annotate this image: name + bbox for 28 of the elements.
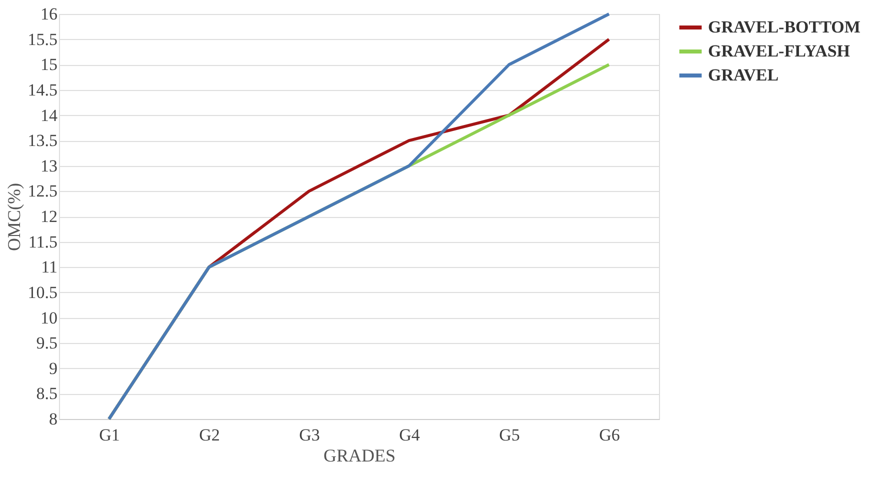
y-tick-label: 16 <box>40 4 58 24</box>
y-tick-label: 9 <box>49 358 58 378</box>
y-tick-label: 12 <box>40 207 58 226</box>
y-axis-title: OMC(%) <box>4 183 24 251</box>
y-tick-label: 9.5 <box>36 334 58 353</box>
y-tick-label: 8.5 <box>36 384 58 404</box>
y-tick-label: 14.5 <box>28 80 58 100</box>
y-tick-label: 8 <box>49 410 58 428</box>
y-tick-label: 13.5 <box>28 131 58 150</box>
y-tick-label: 15.5 <box>28 30 58 49</box>
y-tick-label: 15 <box>40 55 58 74</box>
x-axis-title: GRADES <box>323 446 396 466</box>
legend-label: GRAVEL-FLYASH <box>708 42 850 60</box>
legend-label: GRAVEL <box>708 66 779 84</box>
legend-label: GRAVEL-BOTTOM <box>708 18 860 36</box>
x-tick-label: G1 <box>99 426 120 444</box>
y-tick-label: 10.5 <box>28 282 58 302</box>
x-tick-label: G6 <box>599 426 620 444</box>
y-tick-label: 14 <box>40 106 58 125</box>
x-tick-label: G3 <box>299 426 320 444</box>
y-tick-label: 11.5 <box>28 232 58 252</box>
y-tick-label: 13 <box>40 156 58 176</box>
x-tick-label: G2 <box>199 426 220 444</box>
y-tick-label: 12.5 <box>28 182 58 201</box>
x-tick-label: G5 <box>499 426 520 444</box>
y-tick-label: 10 <box>40 308 58 328</box>
y-tick-label: 11 <box>41 258 58 277</box>
x-tick-label: G4 <box>399 426 420 444</box>
